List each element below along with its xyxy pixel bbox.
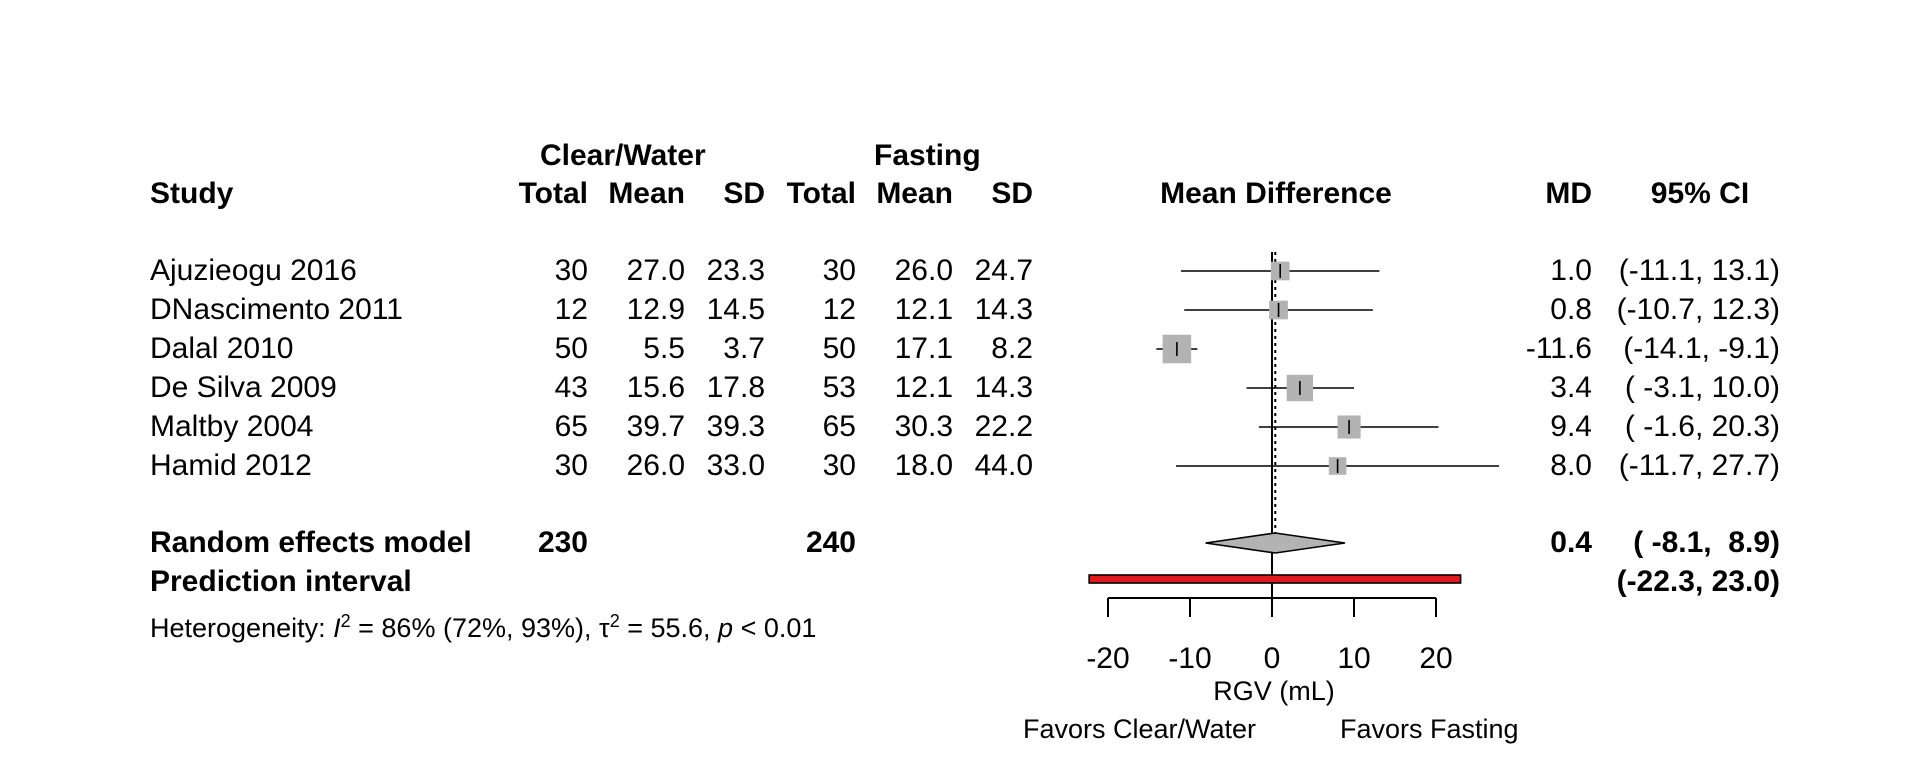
x-tick-label: 20: [1419, 642, 1452, 675]
tau-value: = 55.6,: [619, 613, 719, 643]
mean2-value: 12.1: [894, 293, 953, 326]
heterogeneity-prefix: Heterogeneity:: [150, 613, 334, 643]
mean1-value: 26.0: [626, 449, 685, 482]
ci-value: (-11.7, 27.7): [1618, 449, 1780, 482]
prediction-interval-ci: (-22.3, 23.0): [1616, 565, 1780, 598]
prediction-interval-label: Prediction interval: [150, 565, 412, 598]
sd1-header: SD: [723, 177, 765, 210]
ci-value: (-14.1, -9.1): [1623, 332, 1780, 365]
mean2-value: 18.0: [894, 449, 953, 482]
mean1-value: 12.9: [626, 293, 685, 326]
x-tick-label: -20: [1086, 642, 1129, 675]
study-name: Ajuzieogu 2016: [150, 254, 357, 287]
sd1-value: 39.3: [706, 410, 765, 443]
random-effects-n1: 230: [537, 526, 588, 559]
n1-value: 30: [554, 449, 588, 482]
prediction-interval-bar: [1088, 574, 1462, 584]
mean2-value: 26.0: [894, 254, 953, 287]
sd2-value: 14.3: [974, 371, 1033, 404]
mean1-value: 39.7: [626, 410, 685, 443]
sd2-value: 14.3: [974, 293, 1033, 326]
i2-symbol: I: [333, 613, 341, 643]
ci-value: (-10.7, 12.3): [1616, 293, 1780, 326]
md-value: 8.0: [1550, 449, 1592, 482]
effect-header: Mean Difference: [1160, 177, 1392, 210]
random-effects-label: Random effects model: [150, 526, 472, 559]
mean2-value: 12.1: [894, 371, 953, 404]
favors-right-label: Favors Fasting: [1340, 714, 1519, 744]
p-symbol: p: [718, 613, 734, 643]
n1-value: 43: [554, 371, 588, 404]
pooled-diamond: [1205, 532, 1346, 554]
sd2-value: 44.0: [974, 449, 1033, 482]
sd1-value: 17.8: [706, 371, 765, 404]
x-tick-label: 0: [1264, 642, 1281, 675]
study-name: DNascimento 2011: [150, 293, 403, 326]
ci-value: (-11.1, 13.1): [1618, 254, 1780, 287]
study-name: Hamid 2012: [150, 449, 312, 482]
sd1-value: 14.5: [706, 293, 765, 326]
study-name: De Silva 2009: [150, 371, 337, 404]
x-axis-label: RGV (mL): [1213, 676, 1335, 706]
mean2-value: 30.3: [894, 410, 953, 443]
sd1-value: 33.0: [706, 449, 765, 482]
mean2-header: Mean: [876, 177, 953, 210]
sd1-value: 3.7: [723, 332, 765, 365]
random-effects-md: 0.4: [1550, 526, 1592, 559]
md-value: -11.6: [1525, 332, 1592, 365]
n1-value: 12: [554, 293, 588, 326]
n2-value: 65: [822, 410, 856, 443]
i2-superscript: 2: [340, 611, 351, 631]
i2-value: = 86% (72%, 93%),: [350, 613, 600, 643]
md-value: 3.4: [1550, 371, 1592, 404]
sd2-value: 24.7: [974, 254, 1033, 287]
sd2-value: 8.2: [991, 332, 1033, 365]
tau-superscript: 2: [609, 611, 620, 631]
md-value: 1.0: [1550, 254, 1592, 287]
md-value: 0.8: [1550, 293, 1592, 326]
p-value: < 0.01: [733, 613, 817, 643]
mean1-value: 15.6: [626, 371, 685, 404]
ci-value: ( -3.1, 10.0): [1624, 371, 1780, 404]
group1-header: Clear/Water: [540, 139, 706, 172]
mean2-value: 17.1: [894, 332, 953, 365]
heterogeneity-text: Heterogeneity: I2 = 86% (72%, 93%), τ2 =…: [150, 604, 816, 645]
ci-value: ( -1.6, 20.3): [1624, 410, 1780, 443]
total1-header: Total: [518, 177, 588, 210]
n2-value: 30: [822, 254, 856, 287]
n2-value: 53: [822, 371, 856, 404]
n1-value: 50: [554, 332, 588, 365]
mean1-header: Mean: [608, 177, 685, 210]
x-tick-label: 10: [1337, 642, 1370, 675]
mean1-value: 5.5: [643, 332, 685, 365]
total2-header: Total: [786, 177, 856, 210]
md-value: 9.4: [1550, 410, 1592, 443]
favors-left-label: Favors Clear/Water: [1023, 714, 1256, 744]
study-name: Dalal 2010: [150, 332, 294, 365]
n2-value: 50: [822, 332, 856, 365]
ci-header: 95% CI: [1650, 177, 1750, 210]
study-name: Maltby 2004: [150, 410, 314, 443]
random-effects-ci: ( -8.1, 8.9): [1633, 526, 1780, 559]
study-header: Study: [150, 177, 234, 210]
sd2-header: SD: [991, 177, 1033, 210]
sd2-value: 22.2: [974, 410, 1033, 443]
n1-value: 65: [554, 410, 588, 443]
n2-value: 30: [822, 449, 856, 482]
group2-header: Fasting: [874, 139, 981, 172]
md-header: MD: [1545, 177, 1592, 210]
x-tick-label: -10: [1168, 642, 1211, 675]
random-effects-n2: 240: [805, 526, 856, 559]
n2-value: 12: [822, 293, 856, 326]
sd1-value: 23.3: [706, 254, 765, 287]
mean1-value: 27.0: [626, 254, 685, 287]
n1-value: 30: [554, 254, 588, 287]
tau-symbol: τ: [599, 613, 610, 643]
